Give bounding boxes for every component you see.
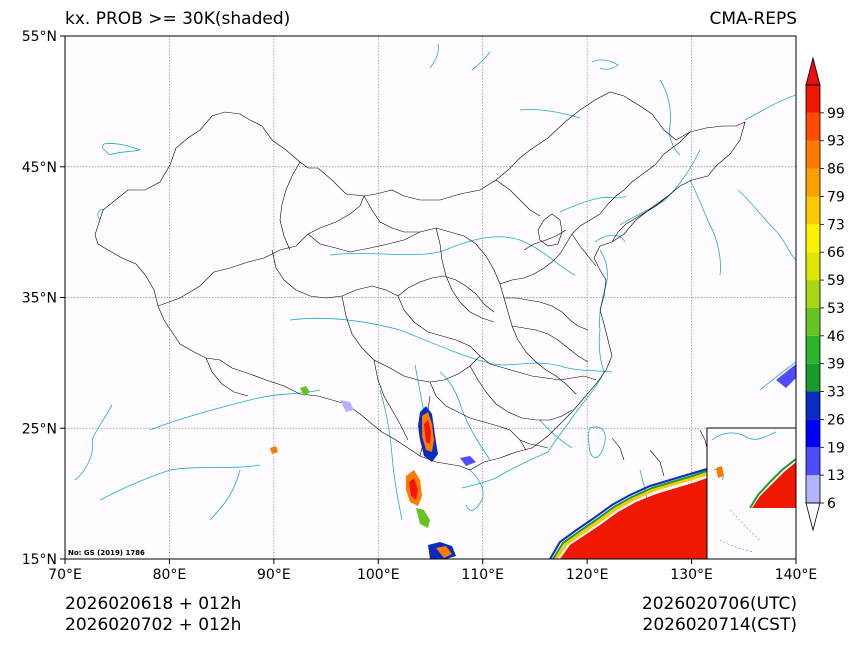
shade-speck-2: [270, 446, 278, 454]
shade-south-orange: [436, 546, 452, 558]
colorbar-label: 39: [827, 357, 845, 373]
colorbar-segment: [806, 196, 820, 225]
lon-tick-label: 110°E: [461, 567, 504, 583]
colorbar-segment: [806, 112, 820, 141]
valid-utc: 2026020706(UTC): [641, 594, 797, 614]
colorbar-max-arrow: [805, 56, 821, 86]
lon-tick-label: 90°E: [257, 567, 291, 583]
colorbar-label: 66: [827, 245, 845, 261]
probability-shading: [270, 364, 796, 559]
valid-cst: 2026020714(CST): [642, 615, 797, 635]
lat-tick-label: 45°N: [22, 160, 57, 176]
colorbar-min-arrow: [805, 502, 821, 532]
colorbar-segment: [806, 140, 820, 169]
shade-laos-red: [409, 478, 418, 500]
shade-laos-green: [416, 508, 430, 528]
lon-tick-label: 120°E: [566, 567, 609, 583]
lat-tick-label: 35°N: [22, 291, 57, 307]
colorbar-label: 79: [827, 189, 845, 205]
colorbar-label: 6: [827, 496, 836, 512]
colorbar-segment: [806, 363, 820, 392]
colorbar-label: 19: [827, 440, 845, 456]
graticule: [65, 36, 796, 559]
init-cst: 2026020702 + 012h: [65, 615, 242, 635]
colorbar-label: 26: [827, 412, 845, 428]
lon-tick-label: 130°E: [670, 567, 713, 583]
colorbar-segment: [806, 252, 820, 281]
shade-ocean-edge-blue: [549, 468, 708, 559]
colorbar-label: 99: [827, 106, 845, 122]
shade-speck-1: [300, 386, 310, 396]
colorbar-segment: [806, 335, 820, 364]
chart-title: kx. PROB >= 30K(shaded): [65, 9, 291, 29]
colorbar-segment: [806, 475, 820, 503]
shade-speck-3: [460, 456, 476, 466]
lat-tick-label: 25°N: [22, 421, 57, 437]
shade-ocean-edge-green: [552, 470, 708, 559]
model-name: CMA-REPS: [709, 9, 797, 29]
colorbar-label: 53: [827, 301, 845, 317]
shade-yunnan-red: [424, 420, 431, 444]
init-time: 2026020618 + 012h 2026020702 + 012h: [65, 594, 241, 636]
colorbar-segment: [806, 280, 820, 308]
lat-axis: 15°N 25°N 35°N 45°N 55°N: [22, 29, 65, 568]
lat-tick-label: 55°N: [22, 29, 57, 45]
shade-ocean-red: [560, 478, 707, 559]
colorbar-segment: [806, 447, 820, 476]
colorbar-segment: [806, 307, 820, 336]
rivers-coastline: [74, 43, 796, 521]
colorbar-frame: [805, 84, 821, 504]
lon-axis: 70°E 80°E 90°E 100°E 110°E 120°E 130°E 140°E: [48, 559, 817, 583]
lon-tick-label: 70°E: [48, 567, 82, 583]
colorbar-label: 33: [827, 385, 845, 401]
init-utc: 2026020618 + 012h: [65, 594, 242, 614]
lon-tick-label: 140°E: [775, 567, 818, 583]
colorbar-segment: [806, 419, 820, 448]
lon-tick-label: 100°E: [357, 567, 400, 583]
credit-text: No: GS (2019) 1786: [68, 549, 145, 557]
colorbar-label: 46: [827, 329, 845, 345]
shade-speck-5: [340, 400, 354, 412]
colorbar-label: 13: [827, 468, 845, 484]
colorbar-segment: [806, 85, 820, 113]
lat-tick-label: 15°N: [22, 552, 57, 568]
colorbar-label: 93: [827, 134, 845, 150]
colorbar: 6 13 19 26 33 39 46 53 59 66 73 79 86 93 99: [805, 56, 845, 532]
colorbar-segment: [806, 224, 820, 253]
colorbar-segment: [806, 168, 820, 197]
shade-speck-4: [776, 364, 796, 388]
shade-ocean-edge-yellow: [554, 472, 708, 559]
inset-map: [706, 427, 797, 560]
lon-tick-label: 80°E: [153, 567, 187, 583]
colorbar-label: 86: [827, 162, 845, 178]
colorbar-label: 73: [827, 217, 845, 233]
colorbar-label: 59: [827, 273, 845, 289]
valid-time: 2026020706(UTC) 2026020714(CST): [642, 594, 797, 636]
colorbar-segment: [806, 391, 820, 420]
